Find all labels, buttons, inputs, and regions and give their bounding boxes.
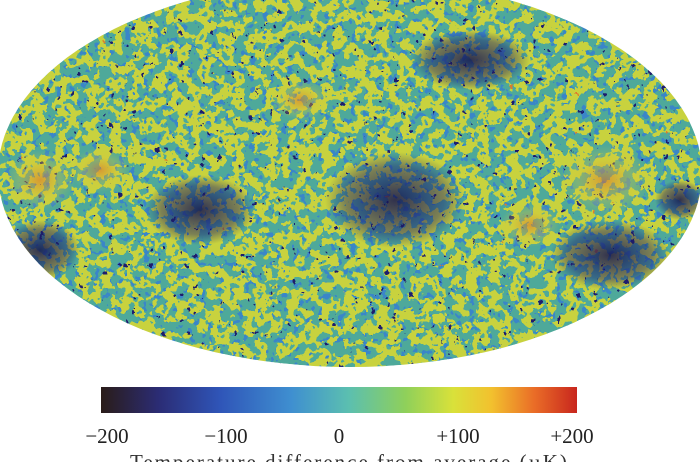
colorbar-tick-zero: 0: [333, 424, 345, 448]
warm-region: [560, 145, 650, 215]
sky-map: [0, 0, 700, 367]
cold-region: [550, 220, 670, 290]
cold-region: [0, 220, 80, 280]
colorbar-tick-minus-100: −100: [204, 424, 248, 448]
warm-region: [500, 203, 560, 247]
warm-region: [5, 150, 75, 210]
cold-region: [325, 152, 465, 248]
colorbar-axis-title: Temperature difference from average (µK): [130, 452, 570, 462]
colorbar-tick-minus-200: −200: [85, 424, 129, 448]
cold-region: [655, 180, 700, 220]
warm-region: [70, 148, 130, 192]
warm-region: [270, 80, 330, 120]
colorbar-tick-plus-200: +200: [550, 424, 594, 448]
cold-region: [410, 30, 530, 90]
colorbar-tick-plus-100: +100: [436, 424, 480, 448]
colorbar: [101, 387, 577, 413]
cold-region: [145, 175, 255, 245]
